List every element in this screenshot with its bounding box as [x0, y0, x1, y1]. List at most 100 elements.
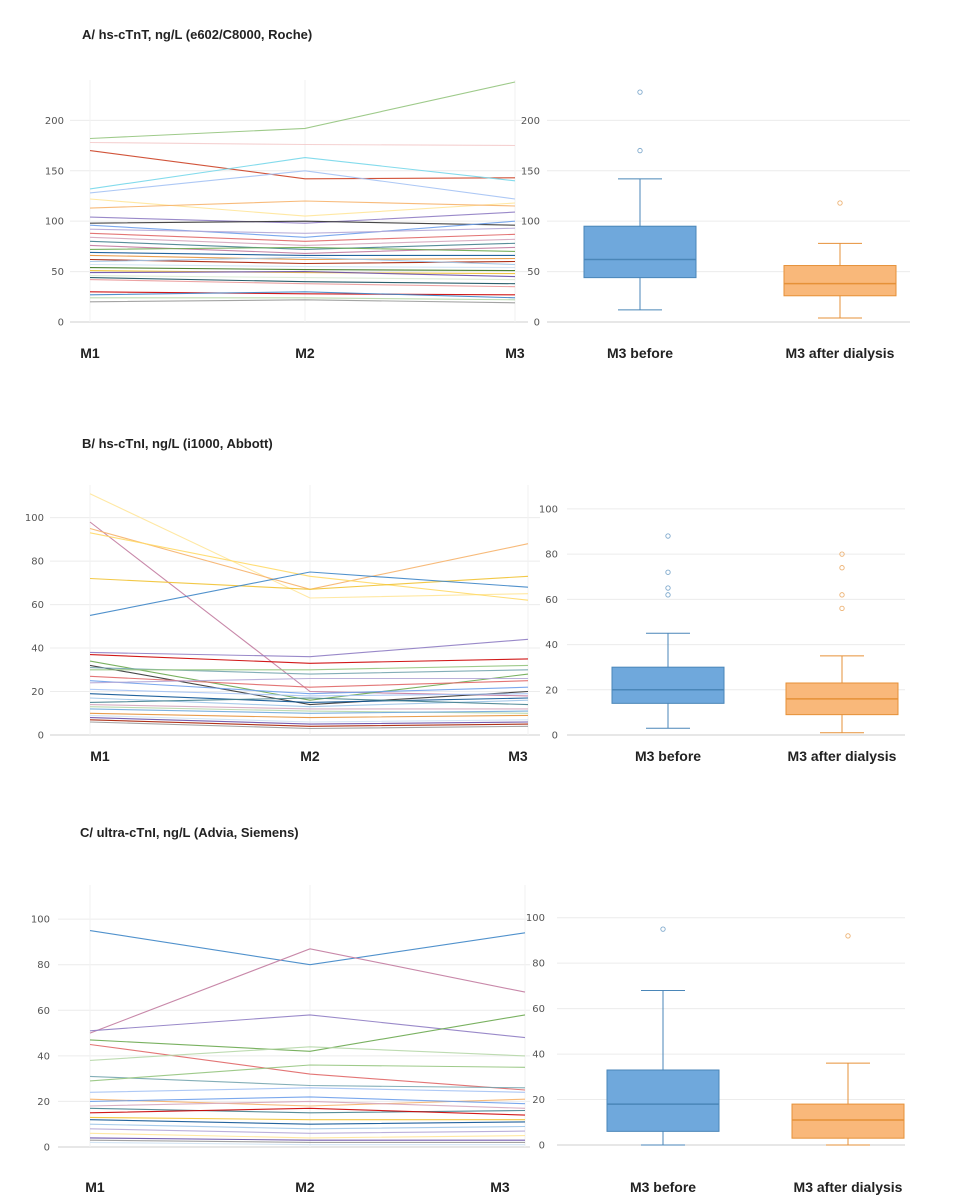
panel-c-line-y-tick-label: 100 [31, 915, 50, 926]
panel-c-box-outlier-point [845, 933, 851, 939]
panel-c-box-box-before [606, 1069, 720, 1132]
panel-b-line-series-line-22 [89, 708, 529, 714]
panel-c-line-category-label: M3 [490, 1179, 510, 1195]
panel-c-box-category-label: M3 after dialysis [794, 1179, 903, 1195]
panel-b-line-category-label: M2 [300, 748, 320, 764]
panel-b-box-y-tick-label: 0 [552, 731, 558, 742]
panel-c-line-series-line-4 [89, 1014, 526, 1052]
panel-a-line-series-line-4 [89, 157, 516, 190]
panel-a-line-series-line-5 [89, 170, 516, 200]
panel-a-line-category-label: M3 [505, 345, 525, 361]
panel-a-line-series-line-8 [89, 211, 516, 224]
panel-b-line-series-line-27 [89, 721, 529, 730]
panel-c-box-y-tick-label: 0 [539, 1141, 545, 1152]
panel-c-box-outlier-point [660, 926, 666, 932]
panel-a-line-category-label: M2 [295, 345, 315, 361]
panel-c-line-series-line-16 [89, 1119, 526, 1125]
panel-c-box-y-tick-label: 60 [532, 1004, 545, 1015]
panel-c-line-series-line-9 [89, 1087, 526, 1093]
panel-c-line-category-label: M1 [85, 1179, 105, 1195]
panel-b-line-series-line-8 [89, 654, 529, 664]
panel-a-box-box-after [783, 265, 897, 297]
panel-a-box-category-label: M3 after dialysis [786, 345, 895, 361]
panel-b-line-series-line-14 [89, 680, 529, 695]
panel-c-line-series-line-22 [89, 1141, 525, 1146]
panel-b-line-y-tick-label: 40 [31, 644, 44, 655]
panel-b-box-outlier-point [839, 592, 845, 598]
panel-c-line-series-line-20 [89, 1137, 525, 1141]
panel-a-box-box-before [583, 225, 697, 279]
panel-b-box-category-label: M3 after dialysis [788, 748, 897, 764]
panel-a-line-series-line-18 [89, 254, 516, 261]
panel-b-box-box-before [611, 666, 725, 704]
panel-b-line-series-line-1 [89, 493, 529, 599]
panel-c-box-y-tick-label: 100 [526, 913, 545, 924]
panel-c-box-y-tick-label: 80 [532, 959, 545, 970]
panel-a-box-y-tick-label: 100 [521, 217, 540, 228]
panel-b-box-y-tick-label: 20 [545, 685, 558, 696]
panel-b-line-series-line-4 [89, 532, 529, 601]
panel-b-box-outlier-point [665, 569, 671, 575]
panel-b-line-series-line-20 [89, 704, 528, 710]
panel-a-line-y-tick-label: 50 [51, 267, 64, 278]
panel-a-line-series-line-20 [89, 256, 516, 266]
panel-a-line-series-line-27 [89, 279, 516, 288]
panel-c-box-box-after [791, 1103, 905, 1139]
panel-a-line-y-tick-label: 100 [45, 217, 64, 228]
panel-b-box-outlier-point [839, 565, 845, 571]
panel-b-line-series-line-15 [89, 677, 528, 684]
panel-c-line-category-label: M2 [295, 1179, 315, 1195]
panel-a-line-series-line-13 [89, 236, 516, 246]
panel-a-line-series-line-11 [89, 227, 516, 234]
panel-c-box-category-label: M3 before [630, 1179, 696, 1195]
panel-c-line-y-tick-label: 40 [37, 1051, 50, 1062]
panel-a-line-series-line-3 [89, 150, 516, 180]
panel-a-box-y-tick-label: 200 [521, 116, 540, 127]
panel-a-box-y-tick-label: 0 [534, 318, 540, 329]
panel-c-line-series-line-15 [89, 1116, 525, 1121]
panel-c-line-series-line-2 [89, 948, 526, 1034]
panel-b-line-series-line-19 [89, 697, 529, 706]
panel-b-line-series-line-13 [89, 675, 529, 688]
panel-a-box-outlier-point [637, 147, 643, 154]
panel-b-line-series-line-24 [89, 714, 529, 723]
panel-a-title: A/ hs-cTnT, ng/L (e602/C8000, Roche) [82, 27, 313, 42]
panel-b-line-series-line-5 [89, 575, 529, 590]
panel-c-line-series-line-21 [89, 1139, 525, 1143]
panel-b-line-y-tick-label: 20 [31, 687, 44, 698]
panel-b-line-y-tick-label: 80 [31, 557, 44, 568]
panel-c-line-series-line-17 [89, 1123, 526, 1130]
panel-a-line-y-tick-label: 200 [45, 116, 64, 127]
panel-c-box-y-tick-label: 20 [532, 1095, 545, 1106]
panel-b-line-y-tick-label: 60 [31, 600, 44, 611]
panel-b-line-series-line-23 [89, 712, 529, 719]
panel-c-line-series-line-13 [89, 1107, 526, 1114]
panel-a-line-series-line-1 [89, 81, 516, 140]
panel-b-line-series-line-25 [89, 717, 529, 725]
panel-b-line-y-tick-label: 0 [38, 731, 44, 742]
panel-b-line-series-line-26 [89, 719, 529, 727]
panel-c-box-y-tick-label: 40 [532, 1050, 545, 1061]
panel-c-line-y-tick-label: 60 [37, 1006, 50, 1017]
panel-b-box-outlier-point [665, 592, 671, 598]
panel-a-line-series-line-15 [89, 244, 516, 254]
panel-a-line-series-line-29 [89, 291, 516, 299]
panel-a-line-series-line-7 [89, 200, 516, 209]
panel-a-line-series-line-9 [89, 220, 516, 226]
panel-b-box-y-tick-label: 60 [545, 595, 558, 606]
panel-b-box-y-tick-label: 40 [545, 640, 558, 651]
panel-b-line-category-label: M3 [508, 748, 528, 764]
panel-a-line-series-line-25 [89, 275, 516, 281]
panel-b-box-category-label: M3 before [635, 748, 701, 764]
panel-b-line-series-line-21 [89, 706, 529, 714]
panel-b-line-series-line-12 [90, 664, 529, 671]
panel-b-line-y-tick-label: 100 [25, 513, 44, 524]
panel-c-line-series-line-19 [89, 1132, 526, 1139]
panel-a-line-series-line-12 [89, 232, 516, 242]
panel-a-line-series-line-31 [89, 299, 516, 304]
panel-c-title: C/ ultra-cTnI, ng/L (Advia, Siemens) [80, 825, 299, 840]
panel-c-line-series-line-11 [89, 1096, 526, 1105]
panel-a-line-series-line-14 [89, 240, 516, 250]
panel-b-line-series-line-16 [89, 688, 529, 697]
